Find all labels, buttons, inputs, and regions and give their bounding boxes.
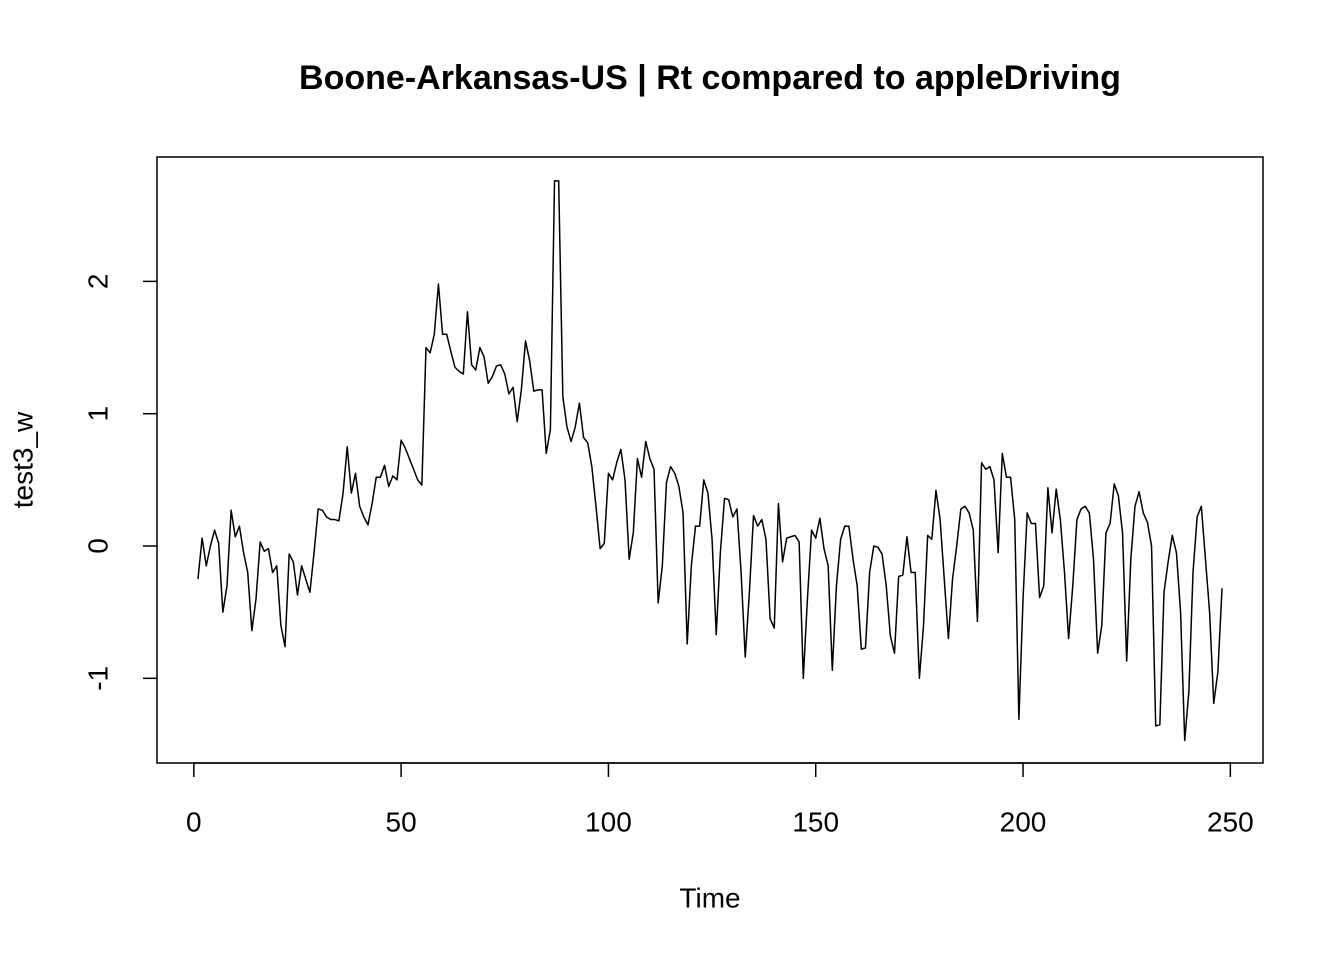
x-tick-label: 200 [1000,806,1047,837]
x-tick-label: 150 [792,806,839,837]
y-tick-label: 0 [82,538,113,554]
chart-title: Boone-Arkansas-US | Rt compared to apple… [299,59,1121,97]
x-tick-label: 0 [186,806,202,837]
y-tick-label: 2 [82,274,113,290]
data-line [197,180,1223,742]
x-tick-label: 250 [1207,806,1254,837]
plot-frame [156,156,1264,764]
x-axis-label: Time [679,882,740,913]
x-tick-label: 100 [585,806,632,837]
y-tick-label: -1 [82,666,113,691]
y-tick-label: 1 [82,406,113,422]
x-tick-label: 50 [386,806,417,837]
y-axis-label: test3_w [7,411,38,508]
